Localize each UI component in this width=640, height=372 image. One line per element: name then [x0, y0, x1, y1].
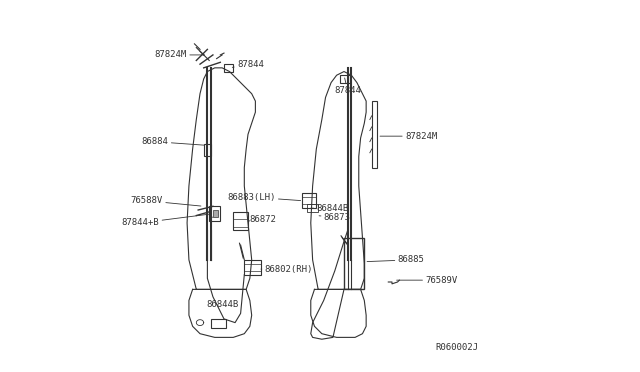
Bar	[244, 260, 261, 275]
Text: 86873: 86873	[319, 213, 351, 222]
Text: 87844: 87844	[334, 78, 361, 95]
Bar	[204, 144, 211, 157]
Text: 86844B: 86844B	[206, 301, 238, 310]
Bar	[301, 193, 316, 208]
Bar	[340, 75, 349, 83]
Text: 86885: 86885	[367, 255, 424, 264]
Bar	[209, 206, 220, 221]
Text: 87824M: 87824M	[155, 51, 205, 60]
Bar	[211, 319, 226, 328]
Bar	[224, 64, 233, 71]
Bar	[213, 210, 218, 217]
Bar	[233, 212, 248, 230]
Text: 87824M: 87824M	[380, 132, 437, 141]
Text: 76588V: 76588V	[131, 196, 201, 206]
Text: 76589V: 76589V	[397, 276, 458, 285]
Text: 86802(RH): 86802(RH)	[261, 264, 313, 273]
Text: R060002J: R060002J	[436, 343, 479, 352]
Bar	[307, 205, 318, 212]
Bar	[372, 101, 377, 167]
Text: 86844B: 86844B	[311, 203, 349, 213]
Text: 87844+B: 87844+B	[122, 214, 210, 227]
Bar	[344, 238, 364, 289]
Text: 86884: 86884	[141, 137, 205, 146]
Text: 86883(LH): 86883(LH)	[227, 193, 301, 202]
Text: 86872: 86872	[248, 215, 276, 224]
Text: 87844: 87844	[232, 60, 264, 69]
